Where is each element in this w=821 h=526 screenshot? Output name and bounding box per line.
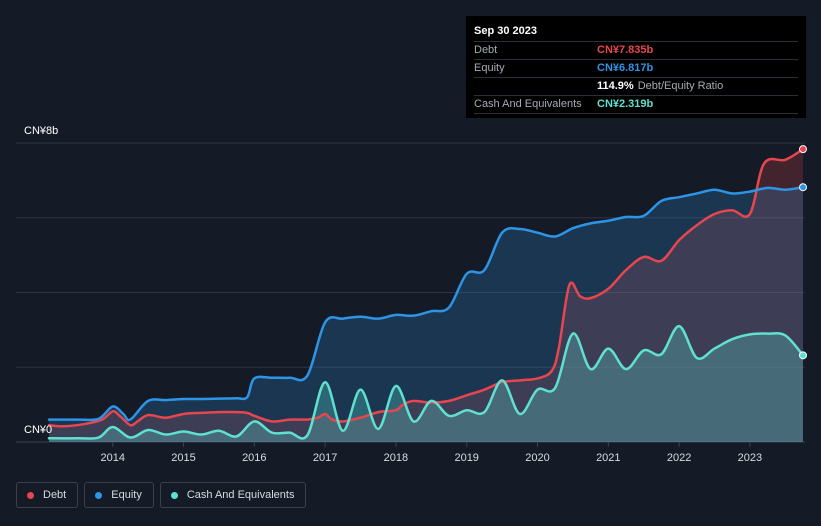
legend-label-equity: Equity bbox=[111, 489, 142, 501]
legend-item-equity[interactable]: Equity bbox=[84, 482, 154, 508]
chart-legend: Debt Equity Cash And Equivalents bbox=[16, 482, 307, 508]
legend-label-cash: Cash And Equivalents bbox=[186, 489, 295, 501]
legend-dot-equity-icon bbox=[95, 491, 103, 499]
x-tick-label: 2018 bbox=[384, 452, 408, 464]
x-tick-label: 2021 bbox=[596, 452, 620, 464]
tooltip-label-debt: Debt bbox=[474, 44, 498, 56]
legend-dot-cash-icon bbox=[170, 491, 178, 499]
end-marker-cash-and-equivalents bbox=[799, 351, 807, 360]
legend-dot-debt-icon bbox=[27, 491, 34, 499]
legend-item-cash[interactable]: Cash And Equivalents bbox=[159, 482, 307, 508]
x-tick-label: 2022 bbox=[667, 452, 691, 464]
tooltip-row-debt: Debt CN¥7.835b bbox=[474, 41, 798, 59]
tooltip-row-equity: Equity CN¥6.817b bbox=[474, 59, 798, 77]
x-axis-ticks: 2014 2015 2016 2017 2018 2019 2020 2021 2022 2023 bbox=[100, 442, 762, 464]
x-tick-label: 2015 bbox=[171, 452, 195, 464]
hover-tooltip: Sep 30 2023 Debt CN¥7.835b Equity CN¥6.8… bbox=[466, 16, 806, 118]
tooltip-label-equity: Equity bbox=[474, 62, 505, 74]
grid-lines bbox=[16, 142, 805, 443]
legend-label-debt: Debt bbox=[43, 489, 67, 501]
tooltip-label-cash: Cash And Equivalents bbox=[474, 98, 582, 110]
x-tick-label: 2016 bbox=[242, 452, 266, 464]
x-tick-label: 2017 bbox=[313, 452, 337, 464]
line-equity bbox=[47, 185, 805, 422]
area-equity bbox=[49, 187, 803, 442]
x-tick-label: 2020 bbox=[525, 452, 549, 464]
tooltip-value-debt: CN¥7.835b bbox=[597, 44, 654, 56]
series-end-markers bbox=[799, 145, 807, 360]
line-cash-and-equivalents bbox=[47, 324, 805, 440]
tooltip-value-ratio: 114.9% bbox=[597, 80, 634, 92]
series-lines bbox=[47, 147, 805, 440]
x-tick-label: 2023 bbox=[738, 452, 762, 464]
tooltip-ratio-suffix: Debt/Equity Ratio bbox=[637, 80, 724, 92]
x-tick-label: 2014 bbox=[100, 452, 124, 464]
tooltip-date: Sep 30 2023 bbox=[474, 25, 537, 37]
tooltip-value-cash: CN¥2.319b bbox=[597, 98, 654, 110]
y-tick-label-bottom: CN¥0 bbox=[24, 424, 53, 436]
legend-item-debt[interactable]: Debt bbox=[16, 482, 79, 508]
tooltip-row-ratio: 114.9% Debt/Equity Ratio bbox=[474, 77, 798, 95]
tooltip-label-ratio bbox=[474, 78, 597, 95]
line-debt bbox=[47, 147, 805, 428]
y-tick-label-top: CN¥8b bbox=[24, 125, 59, 137]
tooltip-value-equity: CN¥6.817b bbox=[597, 62, 654, 74]
area-debt bbox=[49, 149, 803, 442]
end-marker-debt bbox=[799, 145, 807, 154]
x-tick-label: 2019 bbox=[454, 452, 478, 464]
end-marker-equity bbox=[799, 183, 807, 192]
tooltip-row-cash: Cash And Equivalents CN¥2.319b bbox=[474, 95, 798, 114]
area-fills bbox=[49, 149, 803, 442]
